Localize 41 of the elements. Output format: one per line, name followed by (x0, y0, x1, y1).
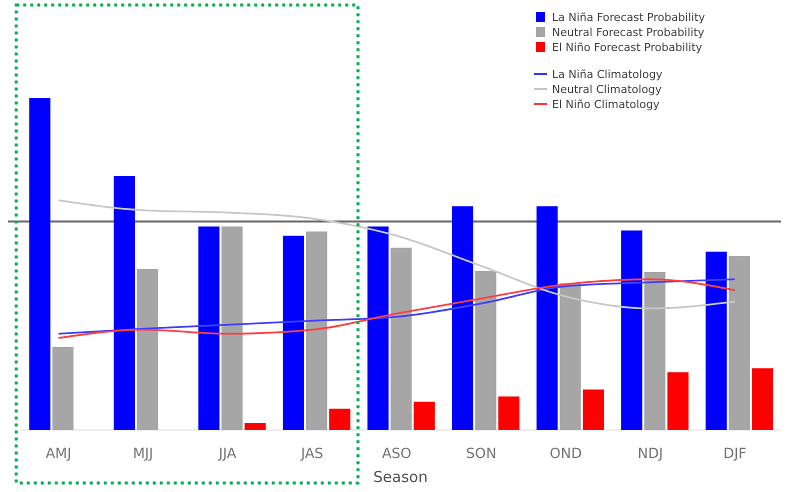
bar (221, 226, 243, 430)
bar (329, 408, 350, 430)
bar (282, 236, 304, 430)
bar (728, 256, 750, 430)
bar (475, 270, 496, 430)
bar (306, 231, 328, 430)
bar (667, 372, 689, 430)
x-tick-label: DJF (723, 446, 746, 462)
bar (582, 389, 604, 430)
x-tick-label: AMJ (46, 446, 72, 462)
legend-label: Neutral Climatology (552, 83, 662, 96)
legend-label: El Niño Climatology (552, 98, 660, 111)
bar (244, 423, 266, 430)
bar (706, 252, 727, 430)
x-tick-label: OND (550, 446, 582, 462)
bar (136, 268, 158, 430)
x-tick-label: JAS (300, 446, 324, 462)
legend-label: Neutral Forecast Probability (552, 26, 705, 39)
bar (114, 176, 135, 430)
bar (621, 230, 642, 430)
x-tick-label: NDJ (638, 446, 664, 462)
x-axis-title: Season (373, 468, 428, 486)
bar (390, 248, 412, 430)
bar (498, 396, 520, 430)
bar (52, 347, 74, 430)
legend-label: La Niña Climatology (552, 68, 663, 81)
bar (560, 283, 581, 430)
bar (536, 206, 558, 430)
bar (644, 272, 666, 430)
x-tick-label: MJJ (132, 446, 154, 462)
bar (452, 206, 474, 430)
bar (198, 226, 220, 430)
bar (29, 98, 50, 430)
x-tick-label: SON (466, 446, 496, 462)
x-tick-label: JJA (218, 446, 237, 462)
legend-label: La Niña Forecast Probability (552, 11, 706, 24)
bar (752, 368, 774, 430)
bar (414, 402, 435, 430)
legend-label: El Niño Forecast Probability (552, 41, 703, 54)
x-tick-label: ASO (382, 446, 412, 462)
bar (367, 226, 389, 430)
